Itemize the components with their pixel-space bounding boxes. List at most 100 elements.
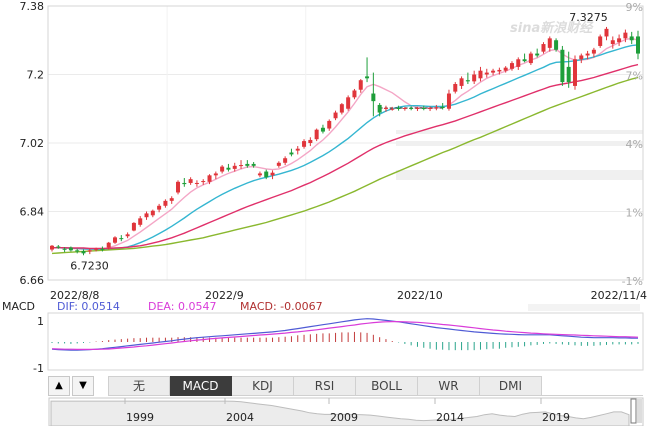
candlestick	[516, 57, 521, 70]
overview-range-handle[interactable]	[630, 398, 637, 424]
candle-body	[81, 251, 86, 254]
overview-year-label: 1999	[126, 411, 154, 424]
candlestick	[365, 57, 370, 83]
candle-body	[579, 55, 584, 60]
candlestick	[314, 128, 319, 142]
candle-body	[440, 106, 445, 108]
y-percent-label: 9%	[626, 1, 643, 14]
candlestick	[245, 160, 250, 168]
candle-body	[402, 107, 407, 109]
candle-body	[472, 74, 477, 82]
candle-body	[207, 175, 212, 182]
candle-body	[157, 205, 162, 210]
candlestick	[428, 106, 433, 112]
dea-label: DEA: 0.0547	[148, 300, 216, 313]
candlestick	[560, 45, 565, 86]
candlestick	[188, 177, 193, 185]
candle-body	[598, 36, 603, 46]
candlestick	[629, 31, 634, 45]
candle-body	[535, 53, 540, 56]
grid-band	[396, 170, 643, 180]
candlestick	[182, 178, 187, 187]
candle-body	[220, 166, 225, 172]
y-percent-label: 1%	[626, 207, 643, 220]
candlestick	[440, 103, 445, 110]
candle-body	[75, 250, 80, 252]
macd-info-band	[528, 304, 640, 311]
candle-body	[182, 182, 187, 185]
tab-rsi[interactable]: RSI	[294, 376, 356, 396]
y-tick-label: 7.38	[20, 0, 45, 13]
y-tick-label: 6.84	[20, 206, 45, 219]
overview-year-label: 2009	[330, 411, 358, 424]
macd-label: MACD	[2, 300, 35, 313]
candle-body	[396, 107, 401, 109]
candlestick	[106, 241, 111, 250]
macd-border	[47, 312, 644, 371]
overview-year-label: 2014	[436, 411, 464, 424]
candlestick	[554, 38, 559, 52]
candle-body	[572, 59, 577, 86]
candlestick	[207, 174, 212, 185]
candle-body	[56, 246, 61, 248]
candle-body	[144, 213, 149, 218]
y-percent-label: -1%	[622, 275, 643, 288]
candlestick	[497, 67, 502, 75]
candle-body	[409, 107, 414, 109]
macd-tick-label: -1	[33, 362, 44, 375]
scroll-down-button[interactable]: ▼	[72, 376, 94, 396]
candlestick	[295, 146, 300, 155]
candlestick	[169, 196, 174, 204]
tab-boll[interactable]: BOLL	[356, 376, 418, 396]
candlestick	[257, 171, 262, 178]
candlestick	[421, 105, 426, 111]
candlestick	[333, 110, 338, 121]
candlestick	[100, 246, 105, 252]
candlestick	[289, 148, 294, 157]
candlestick	[491, 68, 496, 76]
candle-body	[264, 171, 269, 178]
candlestick	[566, 51, 571, 88]
candlestick	[585, 50, 590, 60]
candlestick	[446, 89, 451, 111]
tab-dmi[interactable]: DMI	[480, 376, 542, 396]
dea-line	[51, 321, 639, 350]
candlestick	[547, 36, 552, 52]
tab-wr[interactable]: WR	[418, 376, 480, 396]
candle-body	[541, 44, 546, 52]
candle-body	[113, 237, 118, 243]
candlestick	[535, 48, 540, 58]
candlestick	[131, 222, 136, 232]
tab-macd[interactable]: MACD	[170, 376, 232, 396]
candle-body	[623, 32, 628, 39]
candle-body	[213, 173, 218, 176]
candle-body	[371, 93, 376, 102]
candlestick	[327, 119, 332, 131]
candle-body	[484, 72, 489, 75]
moving-average-line	[51, 76, 639, 255]
candle-body	[131, 222, 136, 231]
candlesticks	[50, 26, 640, 256]
candlestick	[396, 105, 401, 111]
candlestick	[270, 170, 275, 180]
tab-kdj[interactable]: KDJ	[232, 376, 294, 396]
candlestick	[251, 162, 256, 168]
candle-body	[358, 80, 363, 90]
moving-average-line	[52, 37, 639, 251]
candlestick	[144, 211, 149, 220]
scroll-up-button[interactable]: ▲	[48, 376, 70, 396]
candlestick	[472, 70, 477, 85]
candlestick	[358, 79, 363, 93]
candle-body	[176, 181, 181, 193]
candlestick	[56, 244, 61, 249]
x-tick-label: 2022/10	[397, 289, 443, 302]
candle-body	[138, 218, 143, 225]
y-tick-label: 7.02	[20, 137, 45, 150]
candle-body	[251, 163, 256, 166]
axes: 7.38 9% 7.2 7% 7.02 4% 6.84 1% 6.66 -1% sina新浪财经 20…	[20, 0, 648, 302]
candlestick	[264, 169, 269, 180]
candlestick	[522, 53, 527, 63]
moving-average-lines	[51, 37, 639, 255]
candle-body	[169, 198, 174, 201]
tab-none[interactable]: 无	[108, 376, 170, 396]
